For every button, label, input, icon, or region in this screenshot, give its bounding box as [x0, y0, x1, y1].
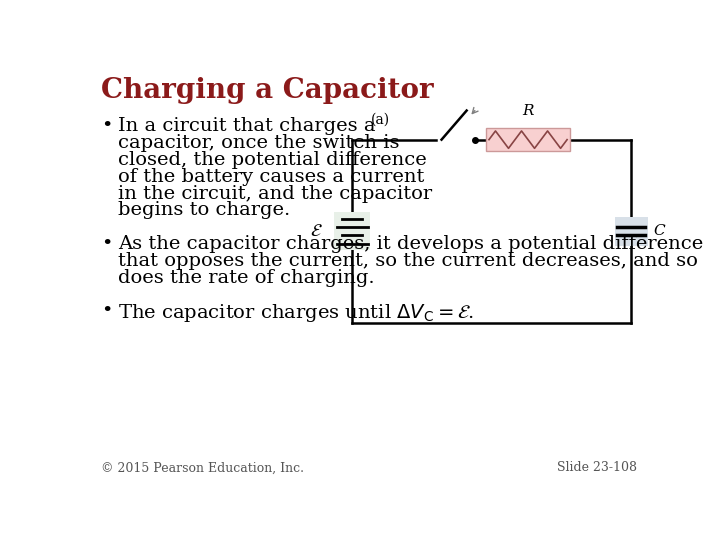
Text: © 2015 Pearson Education, Inc.: © 2015 Pearson Education, Inc.	[101, 461, 304, 474]
Text: •: •	[101, 302, 112, 321]
Text: of the battery causes a current: of the battery causes a current	[118, 167, 424, 186]
Text: The capacitor charges until $\Delta V_{\mathrm{C}} = \mathcal{E}$.: The capacitor charges until $\Delta V_{\…	[118, 302, 474, 325]
Bar	[486, 128, 570, 151]
Text: begins to charge.: begins to charge.	[118, 201, 290, 219]
Text: C: C	[654, 224, 665, 238]
Text: Slide 23-108: Slide 23-108	[557, 461, 637, 474]
Text: in the circuit, and the capacitor: in the circuit, and the capacitor	[118, 185, 432, 202]
Text: •: •	[101, 235, 112, 253]
Text: $\mathcal{E}$: $\mathcal{E}$	[310, 222, 323, 240]
Text: does the rate of charging.: does the rate of charging.	[118, 269, 374, 287]
Bar	[334, 212, 370, 250]
Text: In a circuit that charges a: In a circuit that charges a	[118, 117, 375, 135]
Text: R: R	[522, 104, 534, 118]
Text: As the capacitor charges, it develops a potential difference: As the capacitor charges, it develops a …	[118, 235, 703, 253]
Text: capacitor, once the switch is: capacitor, once the switch is	[118, 134, 400, 152]
Text: that opposes the current, so the current decreases, and so: that opposes the current, so the current…	[118, 252, 698, 270]
Text: (a): (a)	[371, 113, 390, 127]
Text: •: •	[101, 117, 112, 135]
Text: Charging a Capacitor: Charging a Capacitor	[101, 77, 433, 104]
Text: closed, the potential difference: closed, the potential difference	[118, 151, 427, 168]
Bar	[615, 217, 648, 246]
